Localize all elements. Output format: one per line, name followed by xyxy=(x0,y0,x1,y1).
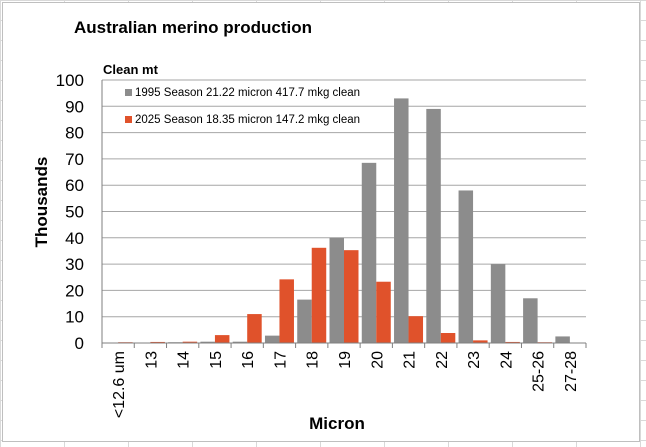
x-tick-label: 27-28 xyxy=(563,351,580,392)
x-tick-label: 25-26 xyxy=(531,351,548,392)
bar-series2-7 xyxy=(344,250,359,343)
y-tick-label: 10 xyxy=(65,308,84,327)
unit-label: Clean mt xyxy=(103,62,159,77)
x-tick-label: 16 xyxy=(240,351,257,369)
legend-swatch xyxy=(125,116,132,123)
bar-series2-3 xyxy=(214,335,230,343)
bar-series1-4 xyxy=(232,341,248,343)
x-tick-label: 18 xyxy=(305,351,322,369)
y-tick-label: 20 xyxy=(65,281,84,300)
bar-series1-12 xyxy=(490,264,506,343)
x-tick-label: 22 xyxy=(434,351,451,369)
y-tick-label: 70 xyxy=(65,150,84,169)
bar-series2-8 xyxy=(376,281,391,343)
bar-series2-6 xyxy=(311,247,327,343)
y-tick-label: 100 xyxy=(56,71,84,90)
bar-series2-1 xyxy=(150,341,165,343)
bar-series1-6 xyxy=(297,299,312,343)
x-tick-label: 14 xyxy=(176,351,193,369)
bar-series1-10 xyxy=(426,108,441,344)
bar-series2-10 xyxy=(440,333,456,343)
bar-series2-5 xyxy=(279,279,294,343)
chart-title: Australian merino production xyxy=(74,18,312,37)
y-tick-label: 30 xyxy=(65,255,84,274)
bar-series1-14 xyxy=(555,336,570,343)
bar-series1-3 xyxy=(200,341,215,343)
y-axis-label: Thousands xyxy=(32,157,51,248)
bar-series2-4 xyxy=(247,314,262,343)
x-tick-label: 19 xyxy=(337,351,354,369)
y-tick-labels: 0 10 20 30 40 50 60 70 80 90 100 xyxy=(56,71,84,353)
bar-series1-5 xyxy=(264,335,280,343)
bar-series1-9 xyxy=(394,98,409,343)
x-tick-label: 21 xyxy=(402,351,419,369)
x-tick-label: 20 xyxy=(369,351,386,369)
axes xyxy=(101,80,587,348)
bar-series2-11 xyxy=(473,340,488,343)
x-tick-label: <12.6 um xyxy=(111,351,128,418)
legend-label: 2025 Season 18.35 micron 147.2 mkg clean xyxy=(135,114,360,126)
chart-area[interactable] xyxy=(2,2,640,442)
bar-series1-13 xyxy=(523,298,538,343)
legend: 1995 Season 21.22 micron 417.7 mkg clean… xyxy=(125,87,360,126)
x-tick-label: 23 xyxy=(466,351,483,369)
x-tick-labels: <12.6 um 13 14 15 16 17 18 19 20 21 22 23 24 25-26 27-… xyxy=(111,351,580,418)
y-tick-label: 40 xyxy=(65,229,84,248)
legend-swatch xyxy=(125,89,132,96)
bar-series2-2 xyxy=(182,341,198,343)
x-tick-label: 24 xyxy=(498,351,515,369)
bar-series2-9 xyxy=(408,316,424,343)
bar-series1-8 xyxy=(361,162,377,343)
bars-group xyxy=(118,98,570,344)
y-tick-label: 80 xyxy=(65,124,84,143)
bar-series1-11 xyxy=(458,190,474,343)
bar-series2-12 xyxy=(505,341,520,343)
legend-label: 1995 Season 21.22 micron 417.7 mkg clean xyxy=(135,87,360,99)
y-tick-label: 0 xyxy=(75,334,84,353)
x-tick-label: 15 xyxy=(208,351,225,369)
x-axis-label: Micron xyxy=(309,414,365,433)
x-tick-label: 17 xyxy=(272,351,289,369)
bar-series1-7 xyxy=(329,237,344,343)
y-tick-label: 60 xyxy=(65,176,84,195)
y-tick-label: 50 xyxy=(65,203,84,222)
x-tick-label: 13 xyxy=(143,351,160,369)
y-tick-label: 90 xyxy=(65,97,84,116)
